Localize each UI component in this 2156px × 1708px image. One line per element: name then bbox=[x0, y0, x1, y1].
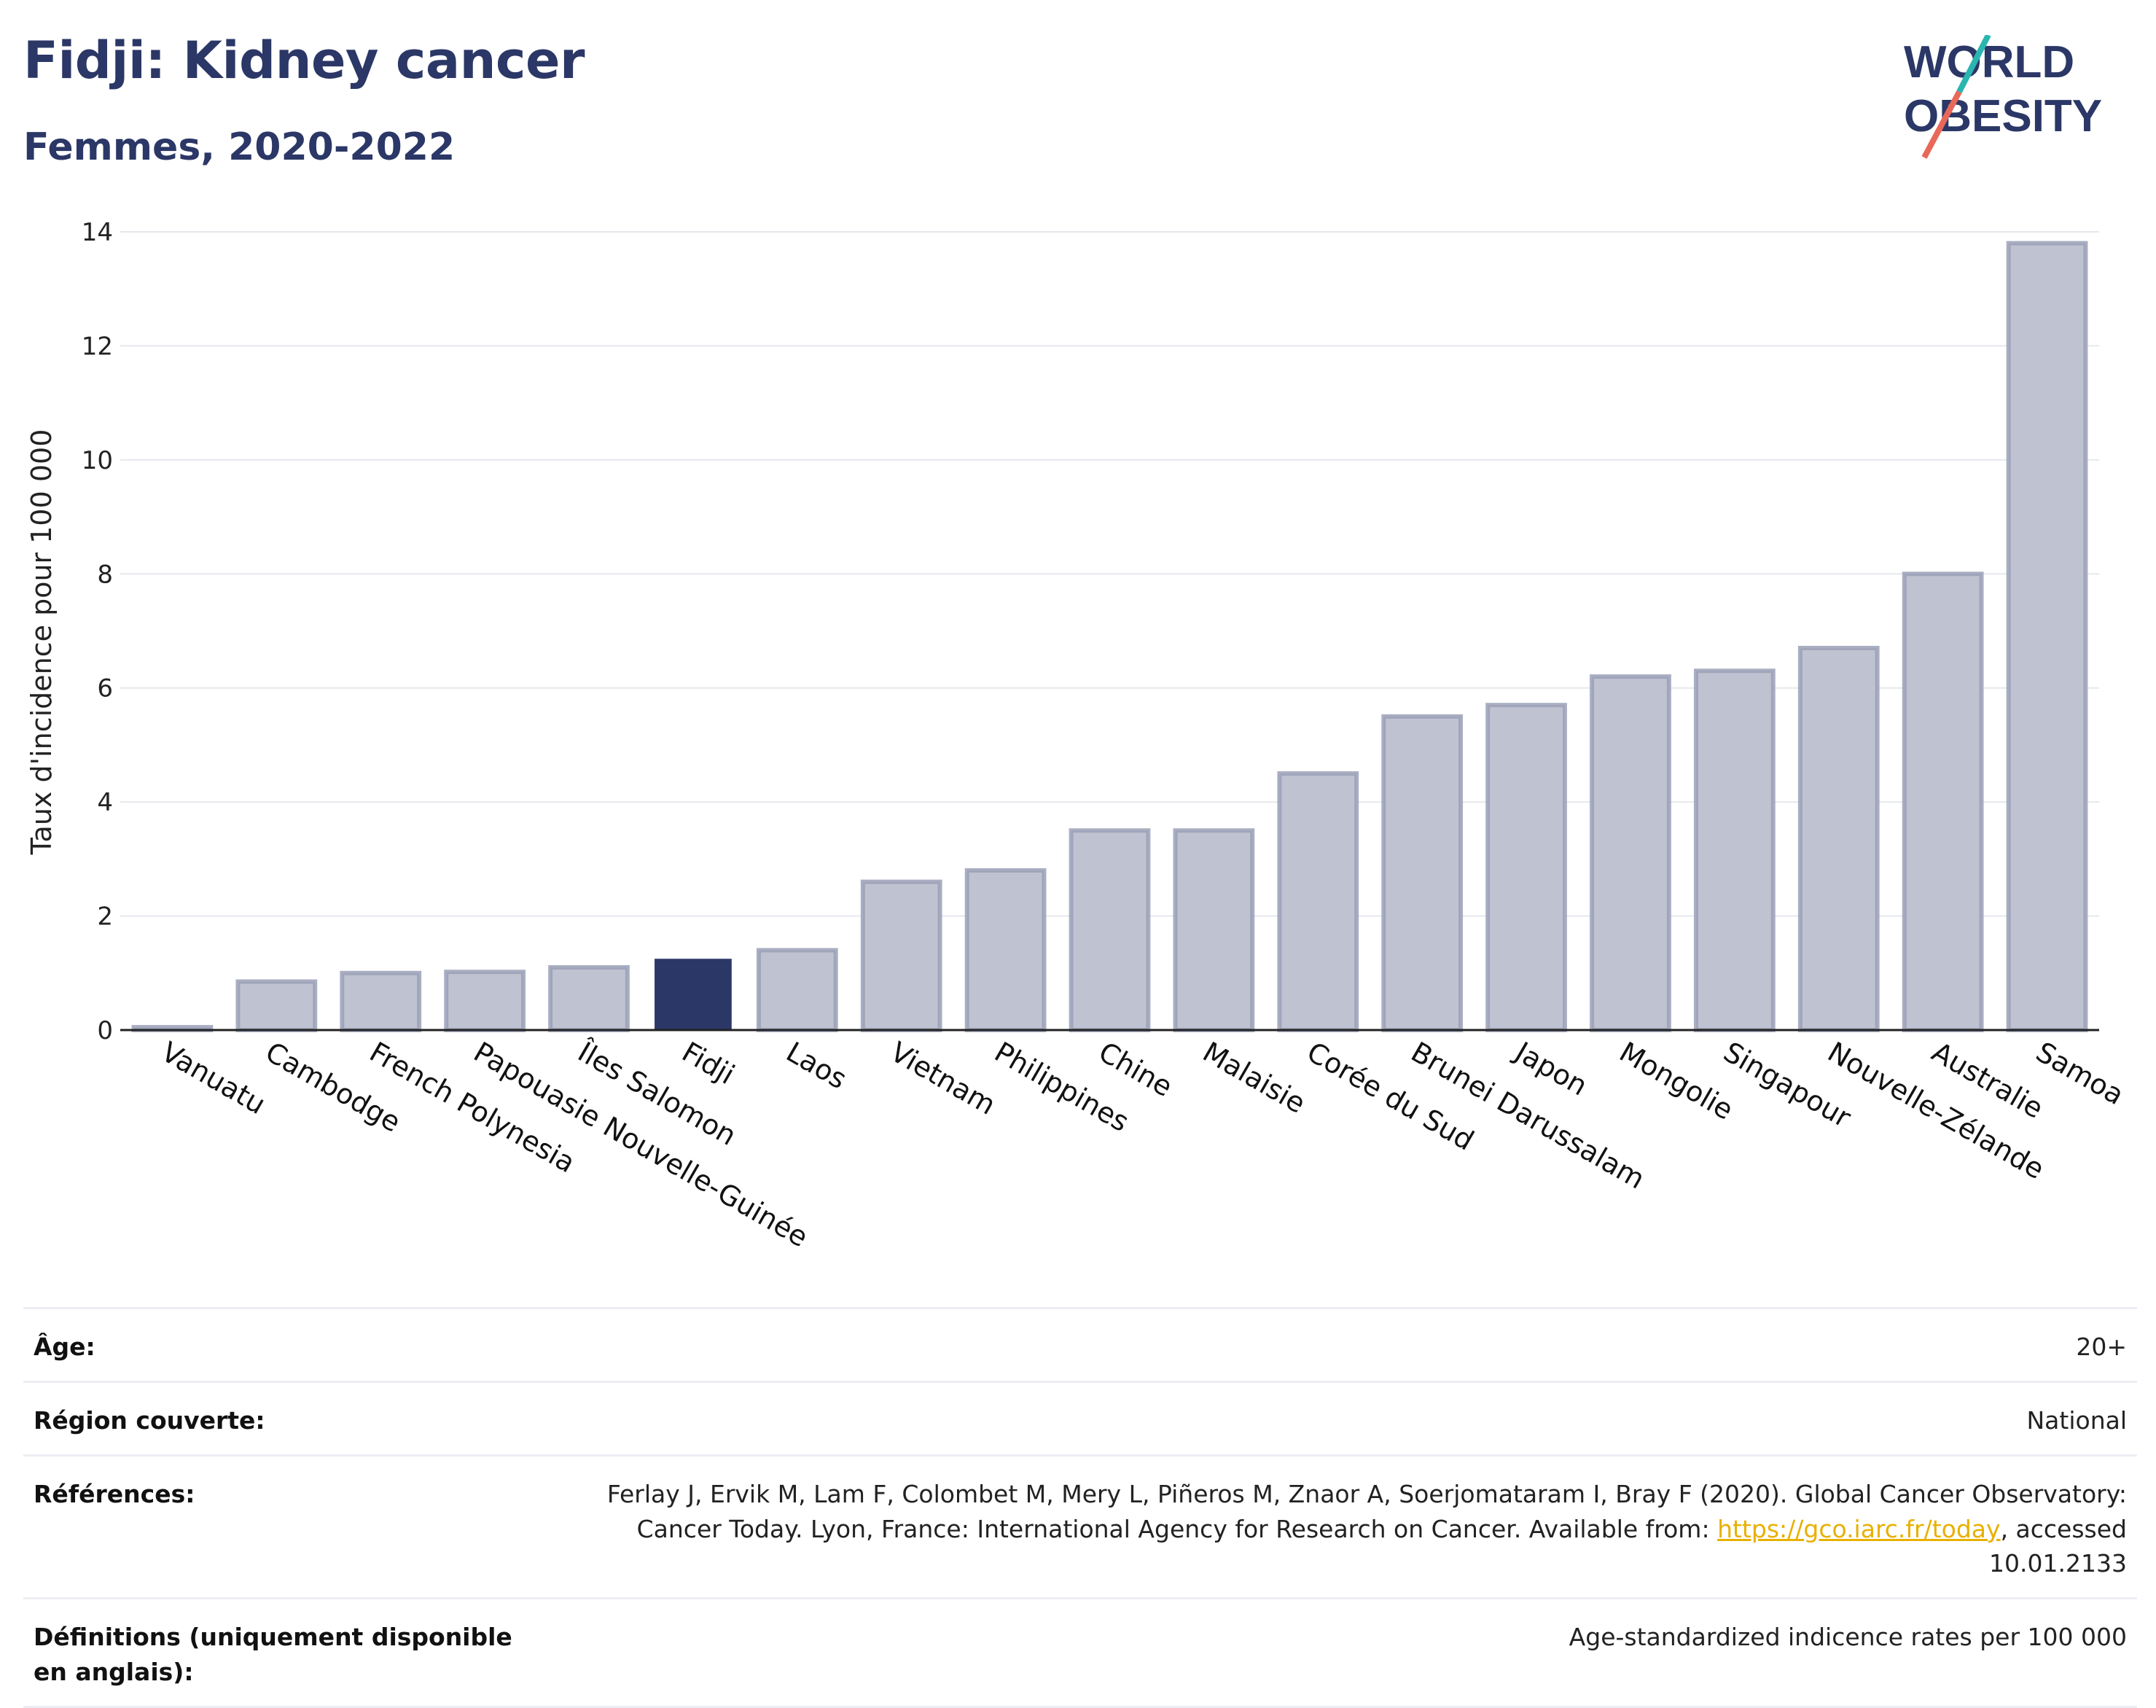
meta-key: Région couverte: bbox=[34, 1405, 265, 1435]
bar bbox=[235, 979, 318, 1032]
bar bbox=[2006, 241, 2088, 1033]
meta-value: Age-standardized indicence rates per 100… bbox=[1569, 1623, 2127, 1652]
meta-row-references: Références: Ferlay J, Ervik M, Lam F, Co… bbox=[23, 1454, 2137, 1598]
y-tick-label: 10 bbox=[82, 446, 113, 475]
meta-value: 20+ bbox=[2076, 1333, 2127, 1361]
y-tick-label: 6 bbox=[97, 674, 113, 703]
meta-key: Références: bbox=[34, 1479, 195, 1508]
meta-row-definitions: Définitions (uniquement disponible en an… bbox=[23, 1597, 2137, 1708]
bar bbox=[1277, 771, 1359, 1033]
bar bbox=[655, 959, 732, 1030]
bar bbox=[756, 948, 838, 1032]
y-tick-label: 8 bbox=[97, 560, 113, 589]
x-tick-label: Japon bbox=[1509, 1035, 1593, 1102]
logo-line1: WORLD bbox=[1904, 37, 2074, 87]
meta-key: Âge: bbox=[34, 1333, 95, 1361]
metadata-table: Âge: 20+ Région couverte: National Référ… bbox=[23, 1307, 2137, 1708]
page-subtitle: Femmes, 2020-2022 bbox=[23, 125, 456, 169]
bar bbox=[1590, 674, 1671, 1032]
y-tick-label: 4 bbox=[97, 788, 113, 817]
y-axis-label: Taux d'incidence pour 100 000 bbox=[26, 429, 58, 856]
bar bbox=[964, 868, 1047, 1032]
world-obesity-logo: WORLD OBESITY bbox=[1904, 35, 2102, 159]
reference-link[interactable]: https://gco.iarc.fr/today bbox=[1717, 1514, 2001, 1543]
meta-row-age: Âge: 20+ bbox=[23, 1307, 2137, 1381]
meta-value: National bbox=[2026, 1405, 2127, 1435]
logo-slash-top bbox=[1956, 35, 1991, 93]
meta-value: Ferlay J, Ervik M, Lam F, Colombet M, Me… bbox=[560, 1477, 2127, 1582]
reference-accessed: , accessed 10.01.2133 bbox=[1989, 1514, 2127, 1578]
bar bbox=[1381, 714, 1464, 1032]
reference-text: Ferlay J, Ervik M, Lam F, Colombet M, Me… bbox=[606, 1479, 2127, 1543]
y-tick-label: 2 bbox=[97, 902, 113, 932]
bar bbox=[1693, 668, 1776, 1032]
bar bbox=[444, 970, 526, 1033]
meta-row-region: Région couverte: National bbox=[23, 1380, 2137, 1454]
logo-slash-bottom bbox=[1921, 90, 1962, 159]
meta-key: Définitions (uniquement disponible en an… bbox=[34, 1623, 512, 1687]
bar bbox=[340, 970, 422, 1033]
y-tick-label: 0 bbox=[97, 1016, 113, 1045]
y-tick-label: 14 bbox=[82, 218, 113, 247]
y-tick-label: 12 bbox=[82, 332, 113, 361]
bar bbox=[1069, 828, 1151, 1032]
bar-chart: 0 2 4 6 8 10 12 14 Taux d'incidence pour 100 000… bbox=[26, 218, 2129, 1253]
x-tick-label: Mongolie bbox=[1614, 1036, 1738, 1126]
bar bbox=[548, 964, 630, 1032]
x-tick-label: Chine bbox=[1093, 1036, 1178, 1103]
x-tick-label: Malaisie bbox=[1198, 1036, 1311, 1120]
bar bbox=[1797, 645, 1880, 1032]
bar bbox=[1902, 572, 1984, 1032]
x-tick-label: Vietnam bbox=[885, 1036, 1001, 1121]
bar bbox=[1485, 703, 1567, 1033]
x-tick-label: Vanuatu bbox=[156, 1036, 271, 1120]
bar bbox=[1173, 828, 1255, 1032]
bar bbox=[860, 879, 942, 1032]
x-tick-label: Laos bbox=[781, 1036, 852, 1096]
page-title: Fidji: Kidney cancer bbox=[23, 31, 585, 90]
x-tick-label: Fidji bbox=[676, 1036, 740, 1091]
